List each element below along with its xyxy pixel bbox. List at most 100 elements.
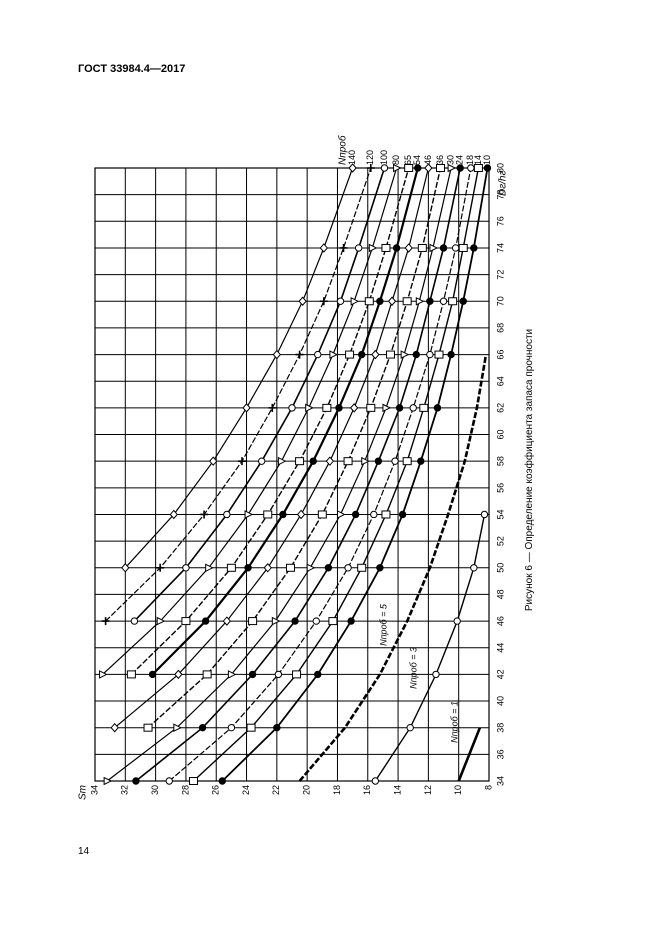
series-line xyxy=(221,167,489,782)
y-tick-label: 32 xyxy=(120,785,130,795)
curve-annotation: Nпроб = 1 xyxy=(449,701,459,743)
x-tick-label: 80 xyxy=(495,163,505,173)
marker xyxy=(439,297,448,305)
series-line xyxy=(124,167,354,569)
marker xyxy=(358,350,366,359)
series-line xyxy=(102,167,398,675)
marker xyxy=(296,509,306,520)
marker xyxy=(402,457,412,466)
y-tick-label: 34 xyxy=(89,785,99,795)
marker xyxy=(376,564,384,572)
marker xyxy=(335,404,343,412)
marker xyxy=(242,403,251,413)
marker xyxy=(244,564,252,572)
x-tick-label: 46 xyxy=(495,616,505,626)
x-tick-label: 56 xyxy=(495,483,505,493)
marker xyxy=(374,457,383,465)
marker xyxy=(381,510,391,519)
series-line xyxy=(457,727,482,782)
x-tick-label: 40 xyxy=(495,696,505,706)
marker xyxy=(202,670,212,679)
series-line xyxy=(151,167,419,676)
marker xyxy=(344,564,352,572)
marker xyxy=(148,670,157,679)
marker xyxy=(173,723,182,733)
marker xyxy=(343,457,353,466)
marker xyxy=(306,563,316,573)
x-tick-label: 58 xyxy=(495,456,505,466)
marker xyxy=(156,616,166,626)
marker xyxy=(272,349,282,360)
y-tick-label: 24 xyxy=(241,785,251,795)
marker xyxy=(279,510,287,519)
marker xyxy=(414,164,422,172)
marker xyxy=(101,617,110,626)
marker xyxy=(336,297,345,305)
marker xyxy=(436,164,446,172)
marker xyxy=(205,563,214,573)
marker xyxy=(298,296,307,307)
marker xyxy=(447,163,457,173)
x-axis-label: Dг/hг xyxy=(498,171,509,196)
series-line xyxy=(106,167,452,782)
marker xyxy=(288,404,296,412)
marker xyxy=(398,510,407,519)
legend-label: 140 xyxy=(347,150,357,165)
marker xyxy=(453,617,461,625)
marker xyxy=(263,510,273,519)
y-tick-label: 16 xyxy=(362,785,372,795)
marker xyxy=(274,670,283,679)
marker xyxy=(380,164,389,172)
marker xyxy=(248,670,257,679)
x-tick-label: 66 xyxy=(495,350,505,360)
y-tick-label: 12 xyxy=(423,785,433,795)
marker xyxy=(246,723,256,732)
legend-label: 30 xyxy=(445,155,455,165)
x-tick-label: 44 xyxy=(495,643,505,653)
y-tick-label: 14 xyxy=(392,785,402,795)
x-tick-label: 60 xyxy=(495,430,505,440)
marker xyxy=(121,563,130,573)
marker xyxy=(285,563,295,572)
y-tick-label: 8 xyxy=(483,785,493,790)
y-tick-label: 20 xyxy=(302,785,312,795)
x-tick-label: 78 xyxy=(495,190,505,200)
legend-label: 10 xyxy=(482,155,492,165)
marker xyxy=(458,243,468,252)
marker xyxy=(257,457,266,465)
x-tick-label: 50 xyxy=(495,563,505,573)
marker xyxy=(273,723,281,732)
curve-annotation: Nпроб = 5 xyxy=(378,603,388,646)
marker xyxy=(392,244,401,252)
marker xyxy=(277,456,287,466)
marker xyxy=(376,297,384,305)
marker xyxy=(391,457,399,465)
marker xyxy=(419,403,429,412)
marker xyxy=(263,563,272,573)
caption: Рисунок 6 — Определение коэффициента зап… xyxy=(523,329,535,611)
marker xyxy=(357,563,367,572)
marker xyxy=(130,617,139,625)
marker xyxy=(143,723,153,732)
marker xyxy=(237,457,246,466)
marker xyxy=(295,457,305,466)
marker xyxy=(439,244,448,252)
marker xyxy=(368,243,378,253)
marker xyxy=(417,243,427,252)
marker xyxy=(426,297,434,305)
marker xyxy=(222,616,232,626)
marker xyxy=(447,350,455,359)
marker xyxy=(347,617,355,625)
x-tick-label: 42 xyxy=(495,669,505,679)
marker xyxy=(309,457,317,465)
marker xyxy=(351,510,360,519)
marker xyxy=(209,456,218,466)
marker xyxy=(103,776,113,786)
marker xyxy=(314,670,322,679)
marker xyxy=(434,350,444,359)
marker xyxy=(381,243,391,252)
marker xyxy=(432,670,440,679)
marker xyxy=(248,617,258,626)
marker xyxy=(312,617,320,625)
legend-label: 54 xyxy=(412,155,422,165)
